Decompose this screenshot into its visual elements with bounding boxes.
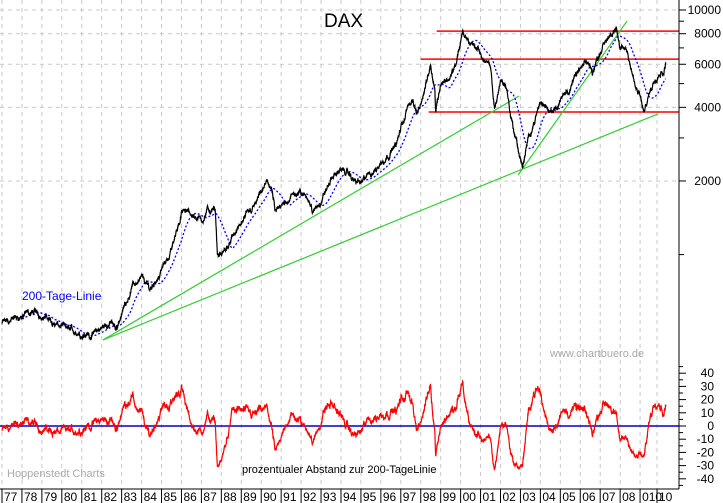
x-tick-label: 07 (602, 490, 616, 503)
trend-line (102, 113, 659, 341)
trend-line (517, 20, 628, 176)
watermark: www.chartbuero.de (549, 348, 644, 360)
x-tick-label: 05 (562, 490, 576, 503)
osc-tick-label: -30 (697, 459, 715, 473)
trend-line (102, 95, 520, 341)
x-tick-label: 96 (383, 490, 397, 503)
oscillator-label: prozentualer Abstand zur 200-TageLinie (242, 464, 436, 476)
x-tick-label: 83 (124, 490, 138, 503)
x-tick-label: 93 (323, 490, 337, 503)
ma-legend-label: 200-Tage-Linie (22, 289, 102, 303)
x-tick-label: 02 (503, 490, 517, 503)
x-tick-label: 06 (582, 490, 596, 503)
x-tick-label: 79 (44, 490, 58, 503)
x-tick-label: 77 (4, 490, 18, 503)
source-label: Hoppenstedt Charts (7, 468, 105, 480)
x-tick-label: 90 (263, 490, 277, 503)
x-tick-label: 88 (223, 490, 237, 503)
osc-line (1, 379, 667, 471)
y-tick-label: 8000 (694, 27, 721, 41)
x-tick-label: 87 (203, 490, 217, 503)
osc-tick-label: 40 (701, 366, 715, 380)
x-tick-label: 82 (104, 490, 118, 503)
x-tick-label: 95 (363, 490, 377, 503)
osc-tick-label: 0 (707, 419, 714, 433)
osc-tick-label: 30 (701, 379, 715, 393)
y-tick-label: 6000 (694, 57, 721, 71)
x-tick-label: 94 (343, 490, 357, 503)
osc-tick-label: 10 (701, 406, 715, 420)
x-tick-label: 97 (403, 490, 417, 503)
x-tick-label: 84 (144, 490, 158, 503)
x-tick-label: 89 (243, 490, 257, 503)
oscillator-panel (0, 379, 679, 471)
x-tick-label: 08 (622, 490, 636, 503)
x-tick-label: 98 (423, 490, 437, 503)
y-tick-label: 2000 (694, 174, 721, 188)
osc-tick-label: -20 (697, 445, 715, 459)
x-tick-label: 03 (522, 490, 536, 503)
x-tick-label: 81 (84, 490, 98, 503)
x-tick-label: 04 (542, 490, 556, 503)
x-tick-label: 01 (483, 490, 497, 503)
x-tick-label: 78 (24, 490, 38, 503)
ma-200-line (17, 35, 667, 337)
y-tick-label: 4000 (694, 100, 721, 114)
y-tick-label: 10000 (688, 3, 722, 17)
x-tick-label: 00 (463, 490, 477, 503)
price-panel (1, 20, 679, 342)
osc-tick-label: -10 (697, 432, 715, 446)
x-tick-label: 85 (164, 490, 178, 503)
x-tick-label: 92 (303, 490, 317, 503)
chart-title: DAX (324, 11, 363, 32)
x-tick-label: 80 (64, 490, 78, 503)
x-tick-label: 99 (443, 490, 457, 503)
x-tick-label: 10 (659, 490, 673, 503)
x-tick-label: 86 (183, 490, 197, 503)
dax-price-line (1, 25, 667, 342)
x-tick-label: 91 (283, 490, 297, 503)
osc-tick-label: 20 (701, 393, 715, 407)
osc-tick-label: -40 (697, 472, 715, 486)
